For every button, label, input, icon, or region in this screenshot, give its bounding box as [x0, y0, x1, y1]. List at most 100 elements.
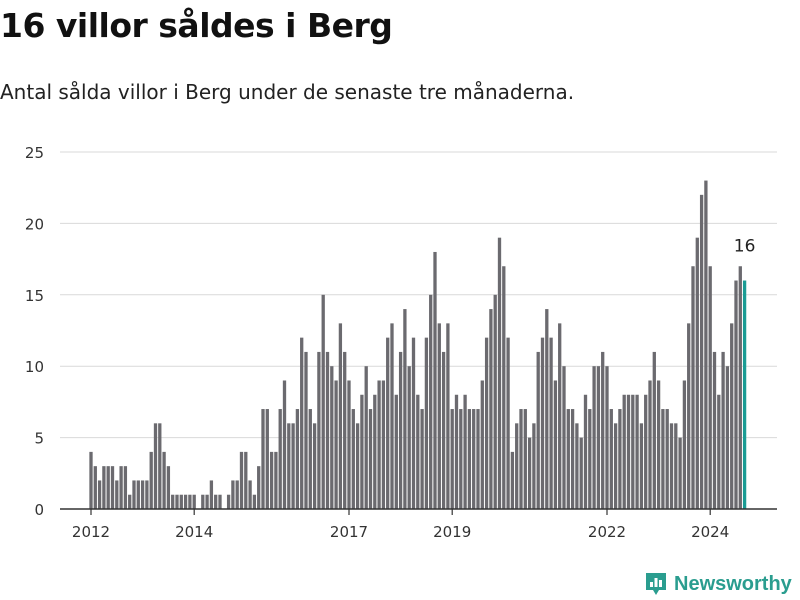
- bar: [532, 423, 536, 509]
- bar: [214, 494, 218, 509]
- brand-logo: Newsworthy: [644, 569, 792, 599]
- bar: [278, 409, 282, 509]
- bar: [179, 494, 183, 509]
- bar: [136, 480, 140, 509]
- bar: [622, 394, 626, 509]
- bar: [89, 451, 93, 509]
- bar: [463, 394, 467, 509]
- bar: [201, 494, 205, 509]
- bar: [644, 394, 648, 509]
- bar: [523, 409, 527, 509]
- bar: [678, 437, 682, 509]
- bar: [308, 409, 312, 509]
- bar: [368, 409, 373, 509]
- bar: [725, 366, 730, 509]
- bar: [510, 451, 515, 509]
- y-tick-label: 0: [34, 501, 44, 519]
- bar: [424, 337, 429, 509]
- bar: [489, 309, 493, 509]
- bar: [373, 394, 377, 509]
- bar: [304, 351, 308, 509]
- bar: [244, 451, 248, 509]
- bar: [661, 409, 665, 509]
- bar: [497, 237, 502, 509]
- bar: [166, 466, 171, 509]
- bar: [205, 494, 209, 509]
- bar: [274, 451, 278, 509]
- bar: [325, 351, 330, 509]
- bar: [287, 423, 291, 509]
- bar: [699, 194, 704, 509]
- bar: [493, 294, 497, 509]
- bar: [459, 409, 463, 509]
- bar: [132, 480, 136, 509]
- bar: [476, 409, 480, 509]
- bar: [158, 423, 162, 509]
- bar: [730, 323, 734, 509]
- bar: [282, 380, 287, 509]
- x-tick-label: 2012: [72, 523, 110, 541]
- y-tick-label: 5: [34, 430, 44, 448]
- bar: [317, 351, 321, 509]
- x-tick-label: 2014: [175, 523, 213, 541]
- bar: [239, 451, 244, 509]
- bar: [441, 351, 446, 509]
- bar: [596, 366, 601, 509]
- bar: [588, 409, 592, 509]
- bar: [355, 423, 360, 509]
- bar: [669, 423, 674, 509]
- bar: [579, 437, 583, 509]
- bar: [519, 409, 523, 509]
- bar: [708, 266, 712, 509]
- bar: [613, 423, 618, 509]
- bar: [149, 451, 153, 509]
- bar: [364, 366, 368, 509]
- y-tick-label: 10: [25, 358, 44, 376]
- bar: [265, 409, 269, 509]
- bar: [183, 494, 188, 509]
- bar: [695, 237, 699, 509]
- bar: [480, 380, 484, 509]
- bar: [656, 380, 661, 509]
- bar: [682, 380, 687, 509]
- bar: [351, 409, 355, 509]
- bar: [549, 337, 553, 509]
- bar: [269, 451, 274, 509]
- bar: [575, 423, 579, 509]
- bar: [252, 494, 257, 509]
- bar: [300, 337, 304, 509]
- bar: [583, 394, 588, 509]
- chart-subtitle: Antal sålda villor i Berg under de senas…: [0, 80, 575, 104]
- bar: [209, 480, 214, 509]
- bar: [717, 394, 721, 509]
- bar: [648, 380, 652, 509]
- bar: [527, 437, 532, 509]
- bar: [691, 266, 695, 509]
- bar: [738, 266, 742, 509]
- bar: [639, 423, 644, 509]
- bar: [115, 480, 119, 509]
- bar: [592, 366, 596, 509]
- bar: [128, 494, 132, 509]
- bar: [93, 466, 97, 509]
- bar: [102, 466, 106, 509]
- bar: [248, 480, 252, 509]
- bar: [536, 351, 540, 509]
- bar: [429, 294, 433, 509]
- bar: [162, 451, 166, 509]
- bar-chart-logo-icon: [646, 573, 666, 595]
- bar: [605, 366, 609, 509]
- x-tick-label: 2017: [330, 523, 368, 541]
- bar: [437, 323, 441, 509]
- bar: [226, 494, 231, 509]
- bar: [398, 351, 403, 509]
- bar: [390, 323, 394, 509]
- bar: [553, 380, 558, 509]
- bar: [562, 366, 566, 509]
- bar: [106, 466, 110, 509]
- bar: [601, 351, 605, 509]
- bar: [407, 366, 411, 509]
- brand-name: Newsworthy: [674, 572, 792, 595]
- bar: [386, 337, 390, 509]
- x-tick-label: 2022: [588, 523, 626, 541]
